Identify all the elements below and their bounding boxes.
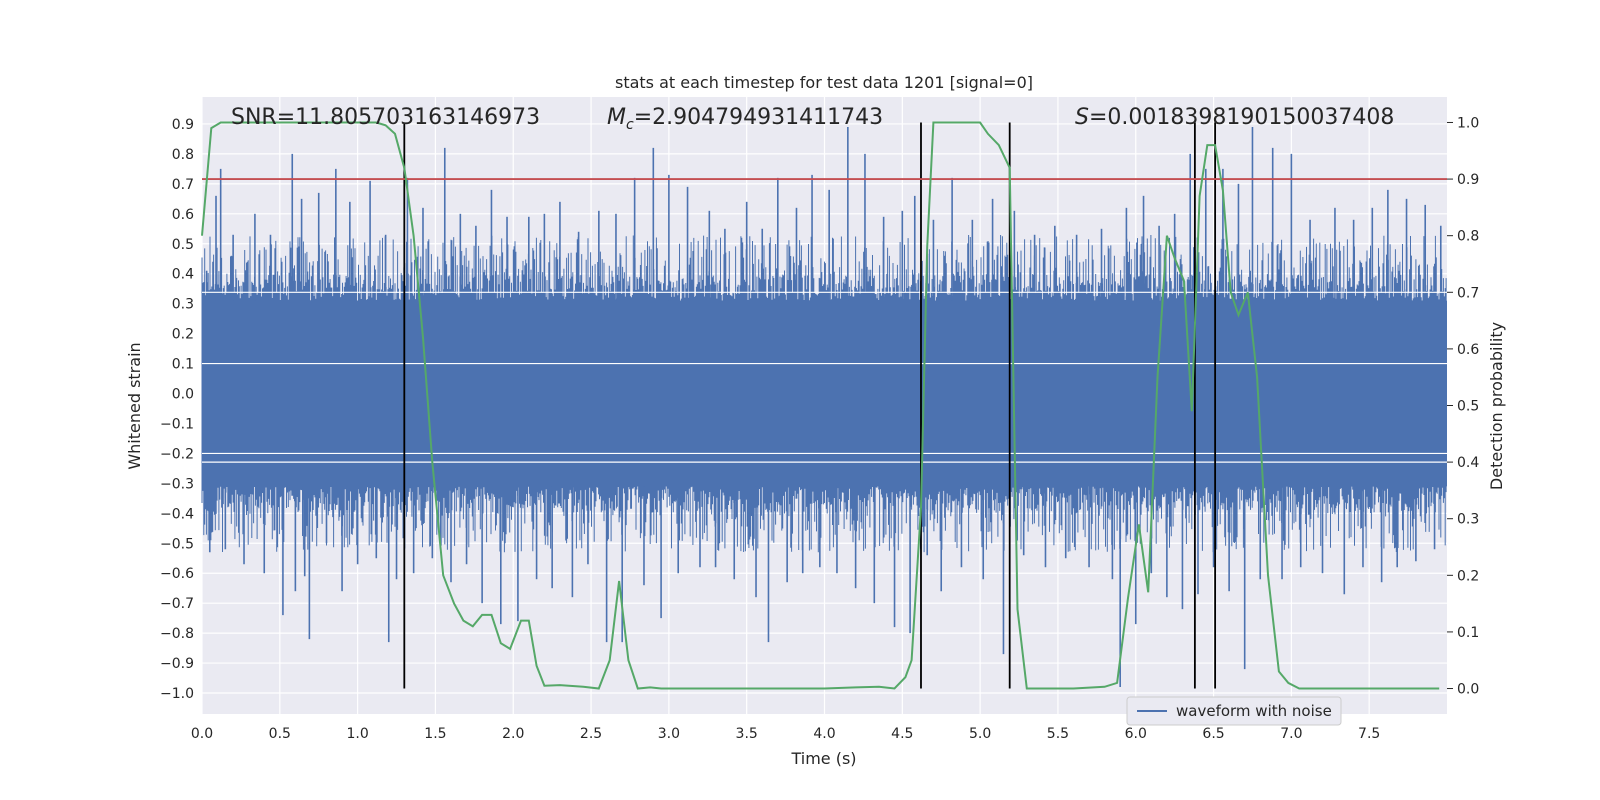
x-axis-label: Time (s) bbox=[790, 749, 856, 768]
y-right-tick-label: 0.5 bbox=[1457, 399, 1479, 415]
y-left-axis-ticks: 0.9 0.8 0.7 0.6 0.5 0.4 0.3 0.2 0.1 0.0 −0.1 −0.2 −0… bbox=[160, 117, 194, 702]
x-axis-ticks: 0.0 0.5 1.0 1.5 2.0 2.5 3.0 3.5 4.0 4.5 5.0 5.5 6.0 6… bbox=[191, 726, 1380, 742]
y-left-tick-label: 0.3 bbox=[172, 297, 194, 313]
x-tick-label: 1.5 bbox=[424, 726, 446, 742]
y-right-tick-label: 1.0 bbox=[1457, 115, 1479, 131]
y-left-tick-label: −0.5 bbox=[160, 536, 194, 552]
y-left-tick-label: 0.9 bbox=[172, 117, 194, 133]
y-right-tick-label: 0.4 bbox=[1457, 455, 1479, 471]
chirp-mass-annotation: Mc=2.904794931411743 bbox=[607, 105, 883, 133]
y-left-tick-label: −0.4 bbox=[160, 506, 194, 522]
y-right-tick-label: 0.1 bbox=[1457, 625, 1479, 641]
y-right-tick-label: 0.6 bbox=[1457, 342, 1479, 358]
x-tick-label: 6.5 bbox=[1202, 726, 1224, 742]
mc-symbol: M bbox=[607, 105, 626, 130]
y-left-tick-label: −0.9 bbox=[160, 656, 194, 672]
mc-subscript: c bbox=[626, 117, 634, 133]
y-left-tick-label: −0.3 bbox=[160, 476, 194, 492]
y-right-axis-ticks: 1.0 0.9 0.8 0.7 0.6 0.5 0.4 0.3 0.2 0.1 0.0 bbox=[1447, 115, 1479, 698]
x-tick-label: 2.0 bbox=[502, 726, 524, 742]
chart-title: stats at each timestep for test data 120… bbox=[615, 73, 1033, 92]
y-left-tick-label: −0.7 bbox=[160, 596, 194, 612]
snr-annotation: SNR=11.805703163146973 bbox=[231, 105, 540, 130]
y-left-tick-label: 0.2 bbox=[172, 327, 194, 343]
y-left-tick-label: −0.6 bbox=[160, 566, 194, 582]
x-tick-label: 1.0 bbox=[346, 726, 368, 742]
y-right-tick-label: 0.2 bbox=[1457, 568, 1479, 584]
x-tick-label: 3.0 bbox=[658, 726, 680, 742]
s-annotation: S=0.0018398190150037408 bbox=[1075, 105, 1394, 130]
x-tick-label: 2.5 bbox=[580, 726, 602, 742]
y-left-tick-label: −0.1 bbox=[160, 416, 194, 432]
detection-probability-line bbox=[201, 121, 1440, 690]
y-left-axis-label: Whitened strain bbox=[125, 342, 144, 469]
mc-value: =2.904794931411743 bbox=[634, 105, 883, 130]
y-right-tick-label: 0.8 bbox=[1457, 229, 1479, 245]
x-tick-label: 4.0 bbox=[813, 726, 835, 742]
y-left-tick-label: 0.6 bbox=[172, 207, 194, 223]
y-right-axis-label: Detection probability bbox=[1487, 322, 1506, 490]
detection-probability-series bbox=[201, 121, 1440, 690]
x-tick-label: 5.5 bbox=[1047, 726, 1069, 742]
s-symbol: S bbox=[1075, 105, 1089, 130]
x-tick-label: 4.5 bbox=[891, 726, 913, 742]
y-left-tick-label: 0.4 bbox=[172, 267, 194, 283]
x-tick-label: 7.0 bbox=[1280, 726, 1302, 742]
y-right-tick-label: 0.7 bbox=[1457, 285, 1479, 301]
s-value: =0.0018398190150037408 bbox=[1089, 105, 1394, 130]
y-left-tick-label: 0.8 bbox=[172, 147, 194, 163]
y-right-tick-label: 0.3 bbox=[1457, 512, 1479, 528]
waveform-series bbox=[201, 126, 1447, 688]
waveform-noise bbox=[201, 235, 1447, 553]
y-left-tick-label: −0.2 bbox=[160, 446, 194, 462]
y-left-tick-label: 0.1 bbox=[172, 357, 194, 373]
y-left-tick-label: −0.8 bbox=[160, 626, 194, 642]
x-tick-label: 5.0 bbox=[969, 726, 991, 742]
legend-box bbox=[1126, 696, 1342, 726]
x-tick-label: 0.0 bbox=[191, 726, 213, 742]
legend-label-waveform: waveform with noise bbox=[1176, 702, 1332, 720]
x-tick-label: 0.5 bbox=[269, 726, 291, 742]
legend: waveform with noise bbox=[1126, 696, 1342, 726]
y-right-tick-label: 0.9 bbox=[1457, 172, 1479, 188]
x-tick-label: 7.5 bbox=[1358, 726, 1380, 742]
y-left-tick-label: 0.5 bbox=[172, 237, 194, 253]
x-tick-label: 3.5 bbox=[736, 726, 758, 742]
y-right-tick-label: 0.0 bbox=[1457, 682, 1479, 698]
y-left-tick-label: 0.7 bbox=[172, 177, 194, 193]
y-left-tick-label: 0.0 bbox=[172, 387, 194, 403]
x-tick-label: 6.0 bbox=[1125, 726, 1147, 742]
y-left-tick-label: −1.0 bbox=[160, 686, 194, 702]
